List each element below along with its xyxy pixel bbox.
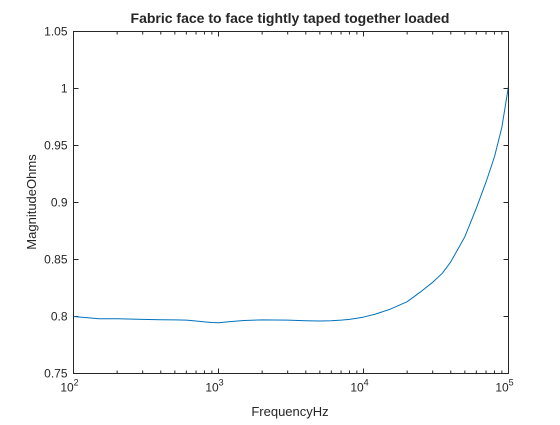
y-tick-label: 0.9 [51,196,68,210]
y-tick-label: 1 [61,82,68,96]
y-tick-label: 0.95 [44,139,68,153]
x-tick-label-exponent: 3 [219,378,224,388]
x-tick-label-exponent: 5 [509,378,514,388]
plot-area-frame [73,31,509,374]
x-tick-label-base: 10 [350,381,364,395]
x-tick-label: 104 [350,378,368,395]
x-axis-label: FrequencyHz [251,404,328,419]
x-tick-label-base: 10 [495,381,509,395]
x-tick-label: 103 [205,378,223,395]
y-tick-label: 0.75 [44,367,68,381]
y-tick-label: 0.8 [51,310,68,324]
x-tick-label-exponent: 2 [74,378,79,388]
series-layer [73,86,509,324]
y-axis-label: MagnitudeOhms [24,154,39,250]
x-tick-label: 105 [495,378,513,395]
x-tick-label-base: 10 [205,381,219,395]
y-tick-label: 1.05 [44,25,68,39]
series-line [73,86,509,324]
x-tick-label-exponent: 4 [364,378,369,388]
y-tick-label: 0.85 [44,253,68,267]
x-tick-label: 102 [60,378,78,395]
x-tick-label-base: 10 [60,381,74,395]
chart-title: Fabric face to face tightly taped togeth… [131,10,450,26]
